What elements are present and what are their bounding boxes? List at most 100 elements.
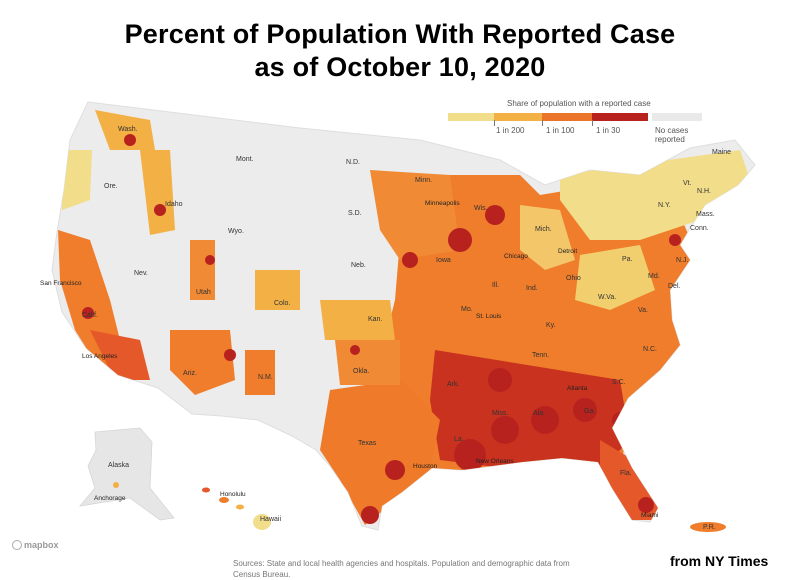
- hawaii-island: [236, 504, 244, 510]
- city-label: Minneapolis: [425, 200, 460, 207]
- state-label: Mass.: [696, 211, 715, 218]
- state-label: Ky.: [546, 322, 556, 329]
- state-label: Ill.: [492, 282, 499, 289]
- region-appalachia-yellow: [575, 245, 655, 310]
- state-label: Ark.: [447, 381, 460, 388]
- state-label: Ohio: [566, 275, 581, 282]
- mapbox-icon: [12, 540, 22, 550]
- legend-title: Share of population with a reported case: [507, 99, 651, 108]
- state-label: Neb.: [351, 262, 366, 269]
- hotspot: [385, 460, 405, 480]
- state-label: Texas: [358, 440, 377, 447]
- hotspot: [82, 307, 94, 319]
- state-label: Ariz.: [183, 370, 197, 377]
- legend-label-1-in-30: 1 in 30: [596, 126, 621, 135]
- alaska-patch: [113, 482, 119, 488]
- hotspot: [634, 454, 646, 466]
- hotspot: [448, 228, 472, 252]
- legend-tick: [494, 120, 495, 126]
- state-label: Fla.: [620, 470, 632, 477]
- state-label: N.J.: [676, 257, 689, 264]
- state-label: P.R.: [703, 524, 716, 531]
- legend-label-1-in-100: 1 in 100: [546, 126, 575, 135]
- legend-swatch-low: [448, 113, 494, 121]
- hawaii-island: [202, 487, 210, 493]
- legend-label-1-in-200: 1 in 200: [496, 126, 525, 135]
- patch-oregon-coast: [62, 150, 92, 210]
- city-label: San Francisco: [40, 280, 82, 287]
- state-label: Colo.: [274, 300, 291, 307]
- state-label: N.H.: [697, 188, 711, 195]
- state-label: Utah: [196, 289, 211, 296]
- state-label: Calif.: [82, 312, 98, 319]
- legend-swatch-high: [592, 113, 648, 121]
- hotspot: [485, 205, 505, 225]
- hotspot: [612, 412, 628, 428]
- state-label: Tenn.: [532, 352, 550, 359]
- state-label: Mich.: [535, 226, 552, 233]
- credit-line: from NY Times: [670, 553, 769, 569]
- state-label: Md.: [648, 273, 660, 280]
- patch-colorado: [255, 270, 300, 310]
- patch-oklahoma: [335, 340, 400, 385]
- hotspot: [488, 368, 512, 392]
- city-label: Miami: [641, 512, 659, 519]
- state-label: Minn.: [415, 177, 433, 184]
- region-deep-south-red: [430, 350, 630, 470]
- patch-utah: [190, 240, 215, 300]
- legend-swatch-mid: [542, 113, 592, 121]
- state-label: Wyo.: [228, 228, 244, 235]
- hotspot: [224, 349, 236, 361]
- hotspot: [491, 416, 519, 444]
- hotspot: [531, 406, 559, 434]
- city-label: Detroit: [558, 248, 578, 255]
- region-upper-midwest: [370, 170, 460, 260]
- city-label: Houston: [413, 463, 438, 470]
- hotspot: [124, 134, 136, 146]
- state-label: W.Va.: [598, 294, 617, 301]
- state-label: S.C.: [612, 379, 626, 386]
- hotspot: [154, 204, 166, 216]
- city-label: St. Louis: [476, 313, 502, 320]
- patch-arizona: [170, 330, 235, 395]
- mapbox-logo-text: mapbox: [24, 540, 59, 550]
- hotspot: [402, 252, 418, 268]
- state-label: Va.: [638, 307, 648, 314]
- state-label: Ore.: [104, 183, 118, 190]
- city-label: Atlanta: [567, 385, 588, 392]
- state-label: Ga.: [584, 408, 596, 415]
- legend-tick: [542, 120, 543, 126]
- city-label: Anchorage: [94, 495, 126, 502]
- legend-label-no-cases: No cases reported: [655, 126, 689, 144]
- patch-washington: [95, 110, 155, 150]
- state-label: Maine: [712, 149, 732, 156]
- state-label: Vt.: [683, 180, 692, 187]
- hotspot: [638, 497, 654, 513]
- hawaii-island: [253, 514, 271, 530]
- state-label: Miss.: [492, 410, 509, 417]
- state-label: La.: [454, 436, 464, 443]
- patch-new-mexico: [245, 350, 275, 395]
- state-label: S.D.: [348, 210, 362, 217]
- legend-swatch-mid-low: [494, 113, 542, 121]
- region-texas-orange: [320, 380, 440, 525]
- state-label: Wis.: [474, 205, 488, 212]
- county-fill-layer: [58, 110, 750, 525]
- state-label: N.Y.: [658, 202, 671, 209]
- state-label: N.M.: [258, 374, 273, 381]
- hotspot: [350, 345, 360, 355]
- hotspot: [205, 255, 215, 265]
- city-label: New Orleans: [476, 458, 514, 465]
- state-label: N.D.: [346, 159, 360, 166]
- state-label: Mo.: [461, 306, 473, 313]
- state-label: Alaska: [108, 462, 130, 469]
- sources-note: Sources: State and local health agencies…: [233, 559, 570, 579]
- city-label: Los Angeles: [82, 353, 118, 360]
- mapbox-logo[interactable]: mapbox: [12, 540, 59, 550]
- puerto-rico-shape: [690, 522, 726, 532]
- state-label: Idaho: [165, 201, 183, 208]
- state-label: Okla.: [353, 368, 370, 375]
- state-label: Mont.: [236, 156, 254, 163]
- state-label: Ala.: [533, 410, 546, 417]
- state-label: Del.: [668, 283, 681, 290]
